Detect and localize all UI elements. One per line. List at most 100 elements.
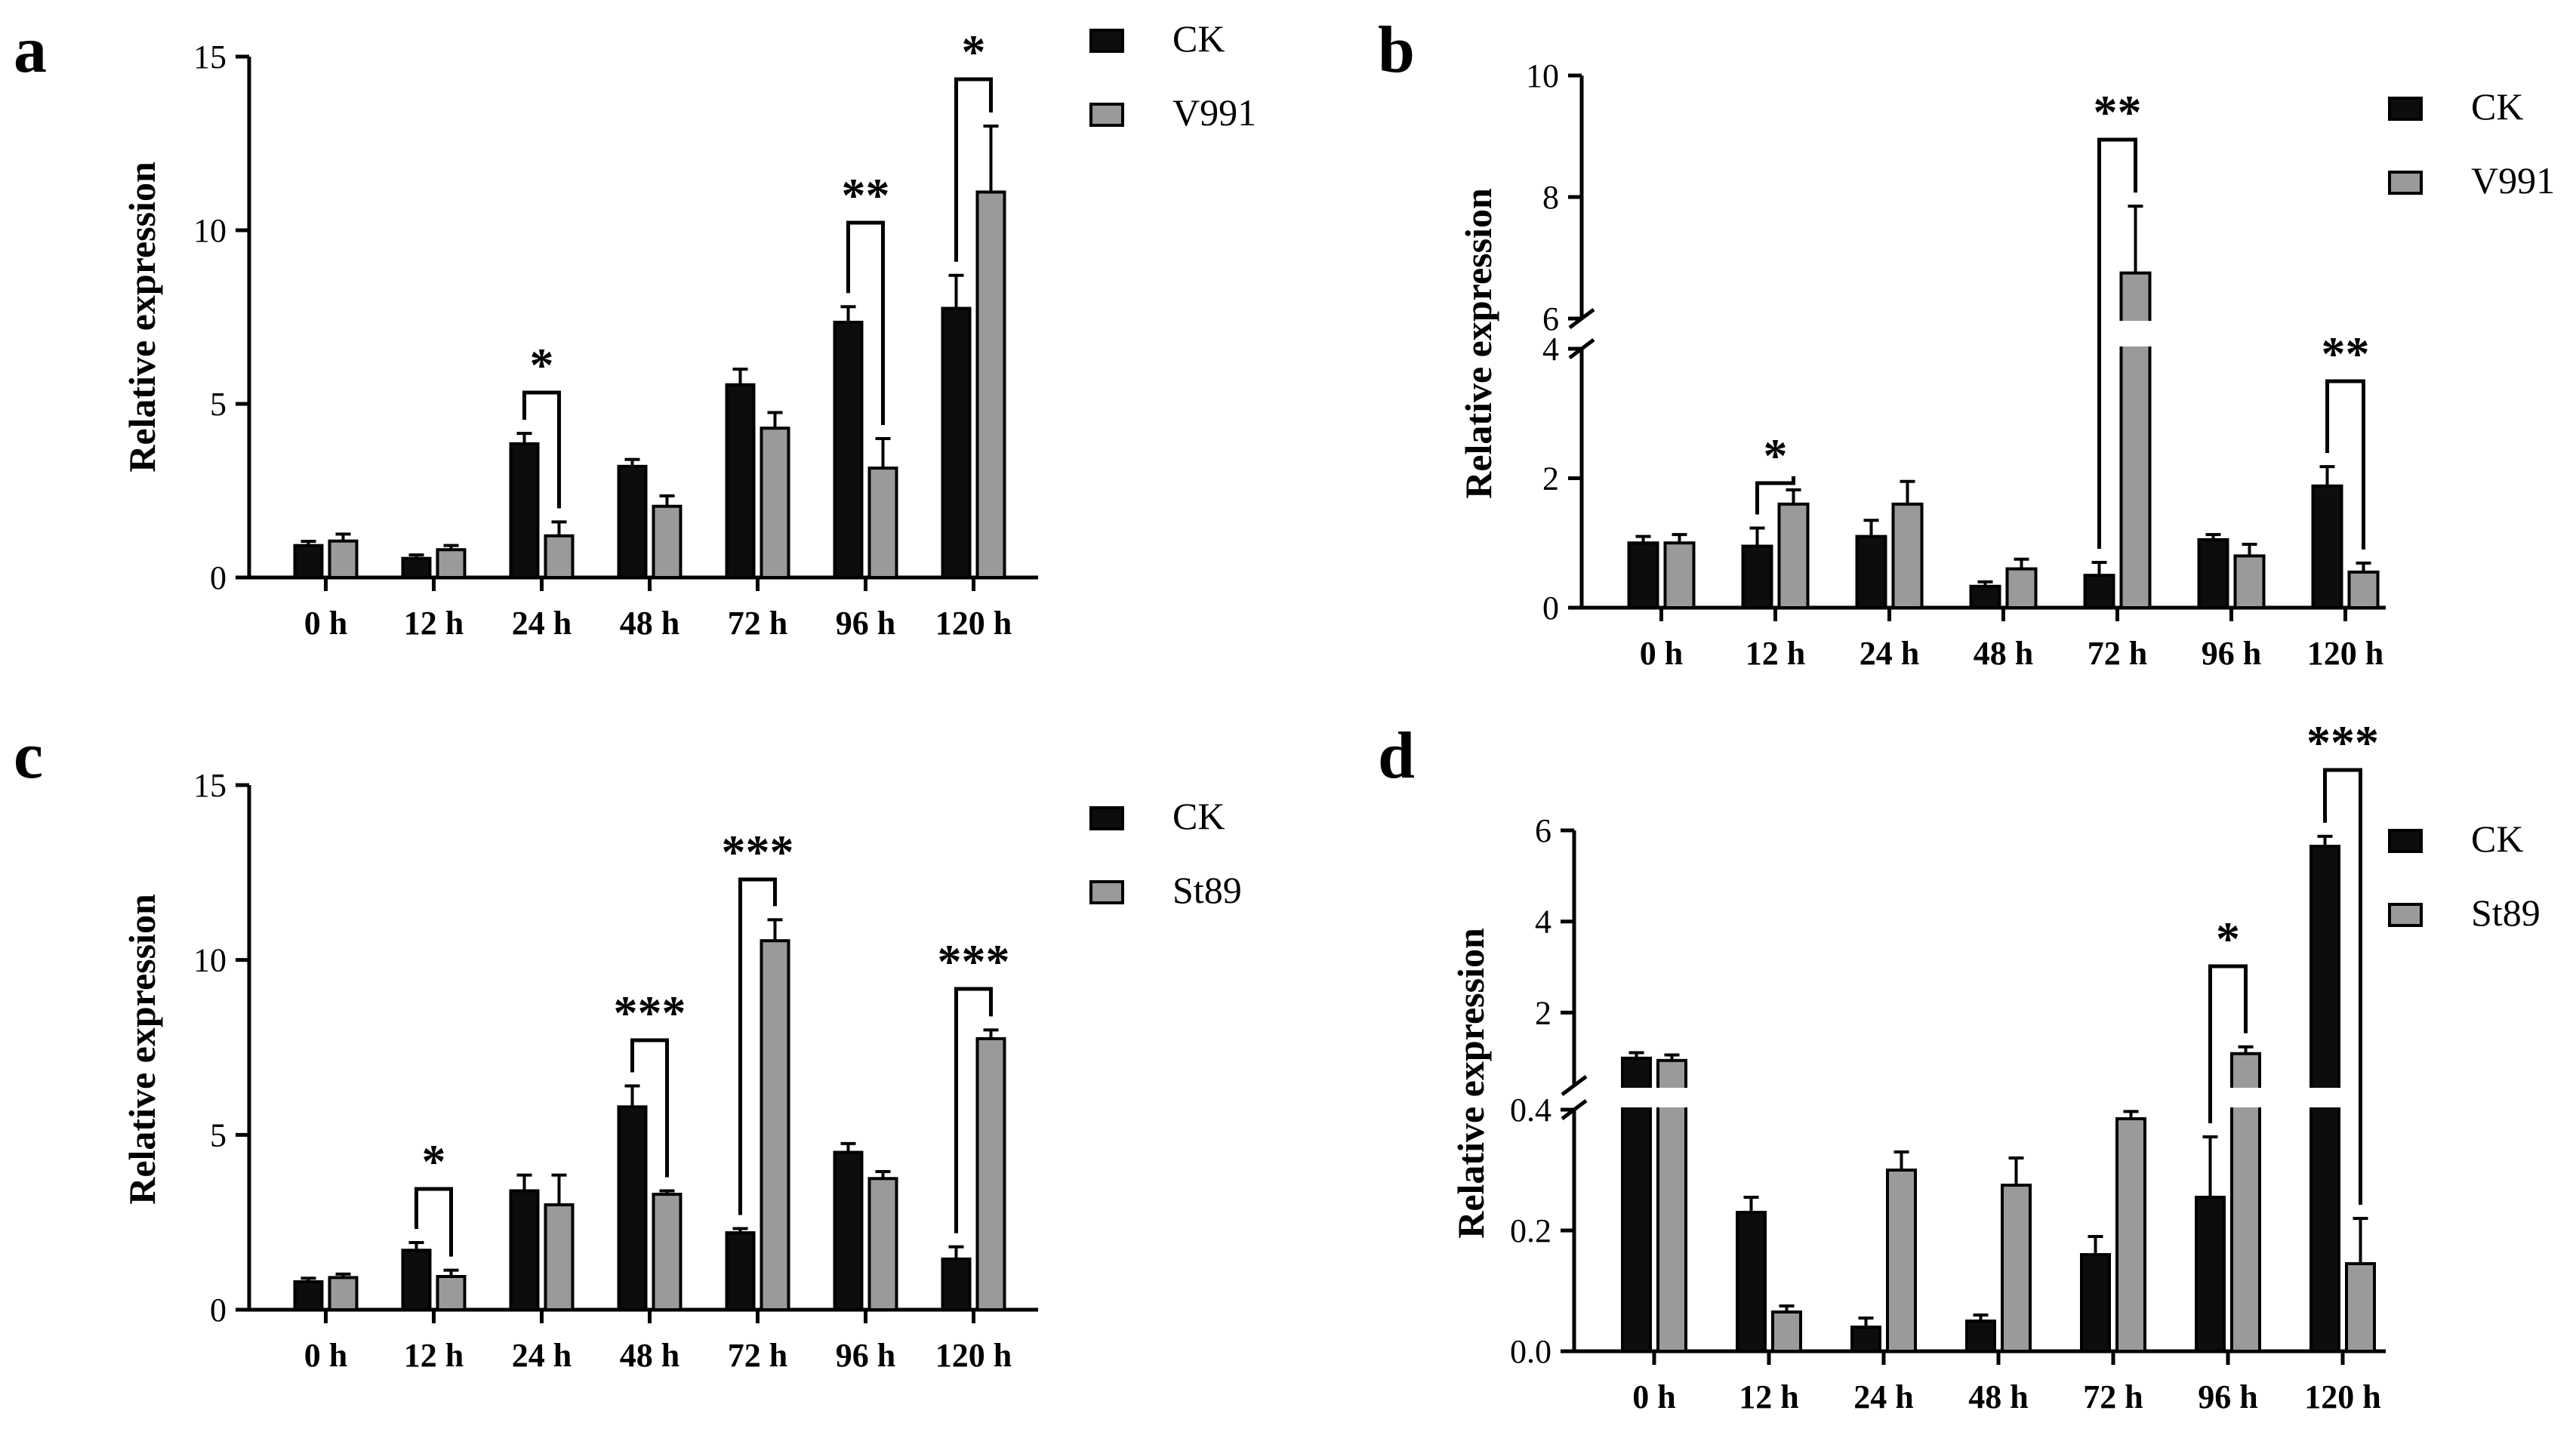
significance-label: *** xyxy=(2306,716,2379,769)
significance-bracket xyxy=(2325,379,2365,550)
bar-break-gap xyxy=(1619,1088,1653,1107)
legend-label: St89 xyxy=(2471,892,2541,934)
legend-swatch-v991 xyxy=(1089,103,1124,127)
y-tick-label: 0 xyxy=(210,1292,226,1329)
x-tick-label: 48 h xyxy=(620,1337,679,1374)
x-tick-label: 24 h xyxy=(1853,1378,1913,1415)
legend-label: CK xyxy=(1172,795,1225,837)
x-tick-label: 12 h xyxy=(1739,1378,1798,1415)
legend-label: CK xyxy=(2471,818,2523,860)
bar-ck xyxy=(1965,1320,1996,1353)
bar-st89 xyxy=(2115,1117,2146,1353)
significance-label: * xyxy=(962,25,986,79)
bar-v991 xyxy=(436,548,467,580)
bar-ck xyxy=(293,1280,324,1312)
bar-v991 xyxy=(652,504,683,580)
panel-letter: a xyxy=(14,14,47,87)
bar-ck xyxy=(1627,541,1659,609)
bar-st89 xyxy=(1886,1169,1917,1353)
bar-ck xyxy=(833,320,864,579)
significance-bracket xyxy=(2208,964,2248,1123)
significance-bracket xyxy=(954,987,993,1233)
bar-ck xyxy=(1850,1326,1881,1353)
y-tick-label: 10 xyxy=(193,942,226,979)
bar-ck xyxy=(725,383,756,580)
y-tick-label: 5 xyxy=(210,386,226,423)
legend-swatch-st89 xyxy=(2388,903,2423,927)
significance-label: * xyxy=(422,1135,446,1188)
x-tick-label: 96 h xyxy=(2202,635,2261,672)
bar-ck xyxy=(401,1249,432,1311)
significance-label: *** xyxy=(938,935,1010,988)
bar-ck xyxy=(2080,1253,2111,1353)
y-tick-label: 0 xyxy=(1542,590,1559,627)
significance-bracket xyxy=(2097,137,2137,549)
significance-bracket xyxy=(738,877,777,1215)
significance-bracket xyxy=(1755,476,1795,515)
bar-break-gap xyxy=(2229,1088,2263,1107)
legend-label: CK xyxy=(1172,17,1225,60)
significance-bracket xyxy=(846,220,885,425)
panel-letter: c xyxy=(14,719,43,793)
significance-bracket xyxy=(630,1038,669,1178)
bar-ck xyxy=(617,1105,648,1312)
x-tick-label: 48 h xyxy=(1974,635,2033,672)
bar-break-gap xyxy=(2308,1088,2342,1107)
significance-label: *** xyxy=(614,986,686,1039)
y-tick-label: 2 xyxy=(1542,460,1559,497)
x-tick-label: 48 h xyxy=(1968,1378,2028,1415)
x-tick-label: 96 h xyxy=(836,1337,895,1374)
bar-v991 xyxy=(975,190,1006,579)
x-tick-label: 0 h xyxy=(304,1337,347,1374)
panel-letter: d xyxy=(1378,719,1415,793)
bar-v991 xyxy=(2005,567,2038,609)
significance-label: ** xyxy=(842,168,890,222)
x-tick-label: 0 h xyxy=(304,605,347,642)
legend-label: V991 xyxy=(2471,159,2555,202)
bar-break-gap xyxy=(2118,321,2153,346)
legend-label: St89 xyxy=(1172,869,1242,911)
bar-v991 xyxy=(1663,541,1696,609)
significance-bracket xyxy=(2323,768,2362,1205)
bar-st89 xyxy=(544,1203,575,1311)
bar-ck xyxy=(2311,484,2343,609)
x-tick-label: 72 h xyxy=(728,605,787,642)
bar-ck xyxy=(1969,584,2001,610)
x-tick-label: 12 h xyxy=(404,1337,464,1374)
x-tick-label: 12 h xyxy=(1746,635,1805,672)
y-tick-label: 15 xyxy=(193,767,226,804)
legend-swatch-ck xyxy=(2388,829,2423,853)
significance-label: * xyxy=(1764,429,1788,482)
bar-st89 xyxy=(975,1036,1006,1311)
y-axis-label: Relative expression xyxy=(1450,928,1492,1239)
panel-c: c Relative expression 0 5 10 15 0 h 12 h 24 h 48 … xyxy=(14,719,1242,1374)
bar-ck xyxy=(617,464,648,579)
bar-ck xyxy=(725,1231,756,1311)
bar-break-gap xyxy=(1655,1088,1689,1107)
y-tick-label: 6 xyxy=(1542,300,1559,337)
y-tick-label: 0.0 xyxy=(1510,1333,1551,1370)
bar-ck xyxy=(2197,537,2229,610)
x-tick-label: 72 h xyxy=(2088,635,2147,672)
legend-swatch-ck xyxy=(1089,806,1124,830)
y-tick-label: 10 xyxy=(193,212,226,249)
x-tick-label: 48 h xyxy=(620,605,679,642)
bar-ck xyxy=(509,442,540,580)
bar-ck xyxy=(2083,574,2115,609)
legend-swatch-v991 xyxy=(2388,171,2423,195)
x-tick-label: 96 h xyxy=(836,605,895,642)
legend-swatch-st89 xyxy=(1089,880,1124,904)
bar-ck xyxy=(1741,544,1773,609)
bar-v991 xyxy=(2233,554,2266,610)
y-tick-label: 5 xyxy=(210,1116,226,1153)
bar-ck xyxy=(293,544,324,579)
bar-v991 xyxy=(544,534,575,579)
legend-label: V991 xyxy=(1172,91,1256,134)
bar-st89 xyxy=(328,1276,359,1311)
legend-swatch-ck xyxy=(2388,97,2423,121)
bar-v991 xyxy=(328,539,359,580)
bar-st89 xyxy=(760,939,790,1312)
bar-st89 xyxy=(652,1193,683,1311)
y-tick-label: 4 xyxy=(1542,331,1559,368)
